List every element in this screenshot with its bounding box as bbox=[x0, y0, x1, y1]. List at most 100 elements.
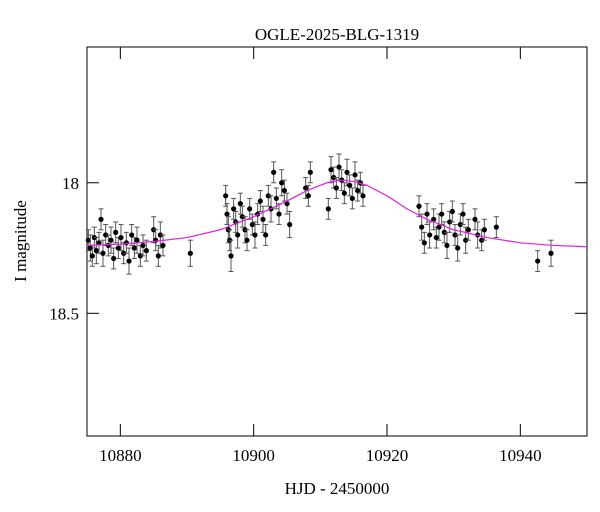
data-point bbox=[113, 229, 119, 235]
data-point bbox=[235, 232, 241, 238]
data-point bbox=[481, 227, 487, 233]
x-tick-label: 10920 bbox=[366, 446, 409, 465]
data-point bbox=[328, 167, 334, 173]
data-point bbox=[137, 253, 143, 259]
data-point bbox=[416, 203, 422, 209]
data-point bbox=[427, 232, 433, 238]
data-point bbox=[441, 229, 447, 235]
data-point bbox=[333, 185, 339, 191]
data-point bbox=[460, 211, 466, 217]
data-point bbox=[431, 216, 437, 222]
data-point bbox=[433, 234, 439, 241]
data-point bbox=[331, 174, 337, 181]
data-point bbox=[344, 169, 350, 175]
data-point bbox=[131, 245, 137, 251]
data-point bbox=[223, 193, 229, 199]
y-tick-label: 18.5 bbox=[49, 304, 79, 323]
data-point bbox=[260, 216, 266, 222]
data-point bbox=[155, 253, 161, 259]
data-point bbox=[352, 172, 358, 178]
model-curve bbox=[86, 179, 588, 248]
data-point bbox=[103, 232, 109, 238]
data-point bbox=[341, 190, 347, 196]
x-tick-label: 10940 bbox=[499, 446, 542, 465]
data-point bbox=[307, 169, 313, 175]
data-point bbox=[111, 255, 117, 262]
x-tick-label: 10900 bbox=[232, 446, 275, 465]
data-point bbox=[436, 224, 442, 230]
data-point bbox=[105, 242, 111, 249]
data-point bbox=[252, 232, 258, 238]
data-point bbox=[160, 242, 166, 249]
data-point bbox=[123, 240, 129, 246]
data-point bbox=[143, 248, 149, 254]
x-axis-label: HJD - 2450000 bbox=[285, 479, 390, 498]
data-point bbox=[421, 240, 427, 246]
data-point bbox=[157, 232, 163, 238]
data-point bbox=[115, 245, 121, 251]
data-point bbox=[247, 206, 253, 212]
data-point bbox=[347, 182, 353, 188]
data-point bbox=[325, 206, 331, 212]
data-point bbox=[140, 242, 146, 249]
y-tick-label: 18 bbox=[62, 174, 79, 193]
data-point bbox=[249, 221, 255, 228]
data-point bbox=[121, 250, 127, 256]
data-point bbox=[305, 193, 311, 199]
data-point bbox=[89, 253, 95, 259]
data-point bbox=[447, 219, 453, 225]
data-point bbox=[455, 245, 461, 251]
data-point bbox=[472, 216, 478, 222]
data-point bbox=[257, 198, 263, 204]
data-point bbox=[228, 253, 234, 259]
data-point bbox=[271, 169, 277, 175]
y-axis-label: I magnitude bbox=[11, 200, 30, 282]
data-point bbox=[424, 211, 430, 217]
data-point bbox=[263, 232, 269, 238]
data-point bbox=[444, 242, 450, 249]
data-point bbox=[349, 195, 355, 202]
data-point bbox=[239, 214, 245, 220]
data-point bbox=[126, 258, 132, 264]
data-point bbox=[535, 258, 541, 264]
data-point bbox=[118, 234, 124, 241]
data-point bbox=[493, 224, 499, 230]
data-point bbox=[276, 211, 282, 217]
data-point bbox=[336, 164, 342, 170]
data-point bbox=[479, 237, 485, 243]
chart-title: OGLE-2025-BLG-1319 bbox=[255, 25, 419, 44]
data-point bbox=[281, 187, 287, 194]
data-point bbox=[237, 201, 243, 207]
data-point bbox=[108, 237, 114, 243]
data-point bbox=[355, 187, 361, 194]
data-point bbox=[449, 208, 455, 215]
data-point bbox=[463, 237, 469, 243]
data-point bbox=[419, 224, 425, 230]
data-point bbox=[134, 237, 140, 243]
data-point bbox=[244, 237, 250, 243]
data-point bbox=[457, 221, 463, 228]
data-point bbox=[85, 237, 91, 243]
data-point bbox=[287, 221, 293, 228]
data-point bbox=[303, 185, 309, 191]
data-point bbox=[224, 211, 230, 217]
data-point bbox=[98, 216, 104, 222]
data-point bbox=[187, 250, 193, 256]
x-tick-label: 10880 bbox=[99, 446, 142, 465]
data-point bbox=[548, 250, 554, 256]
data-point bbox=[279, 180, 285, 186]
data-point bbox=[93, 248, 99, 254]
data-point bbox=[265, 193, 271, 199]
data-point bbox=[129, 232, 135, 238]
data-point bbox=[87, 245, 93, 251]
data-point bbox=[452, 232, 458, 238]
data-point bbox=[100, 250, 106, 256]
data-point bbox=[273, 195, 279, 202]
data-point bbox=[465, 227, 471, 233]
data-point bbox=[439, 211, 445, 217]
data-point bbox=[360, 193, 366, 199]
data-point bbox=[231, 206, 237, 212]
data-point bbox=[284, 201, 290, 207]
data-point bbox=[96, 240, 102, 246]
